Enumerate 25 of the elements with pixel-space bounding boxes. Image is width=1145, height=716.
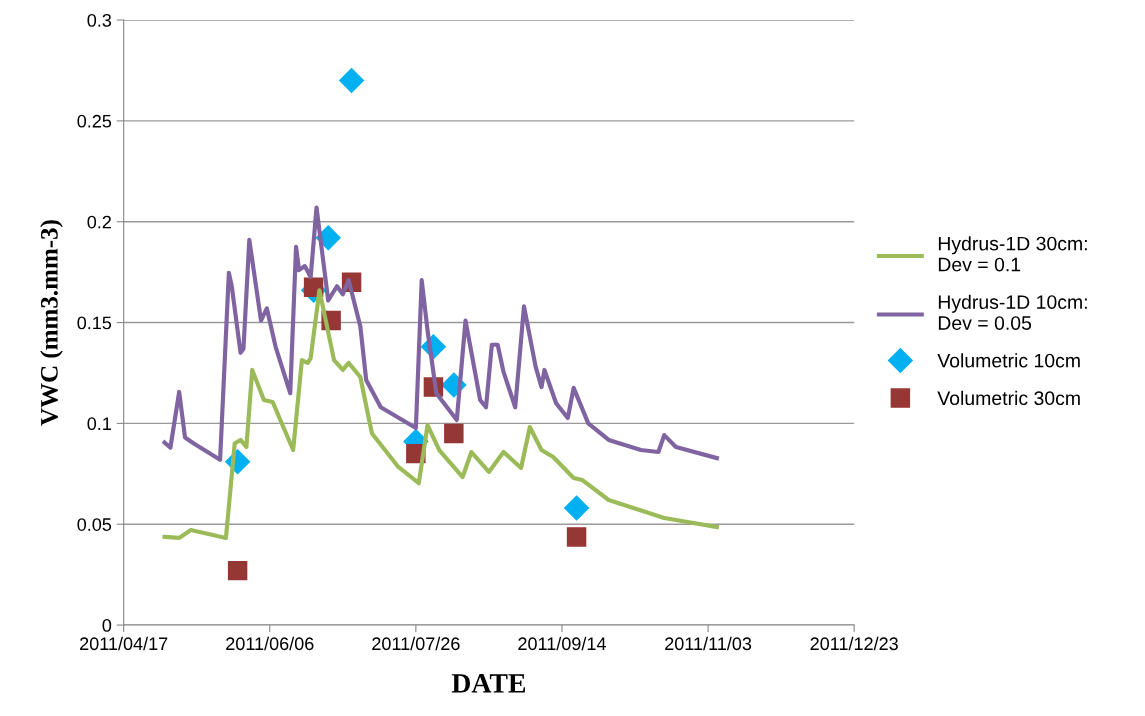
x-tick-label: 2011/04/17 [80,636,168,651]
x-tick-label: 2011/11/03 [665,636,752,651]
y-tick-label: 0.25 [77,114,112,128]
point [339,68,365,94]
y-tick-label: 0 [102,619,112,632]
point [564,495,590,521]
x-tick-label: 2011/09/14 [518,636,606,651]
legend-label: Volumetric 30cm [937,390,1080,406]
y-tick-label: 0.3 [87,13,112,27]
legend-label: Hydrus-1D 30cm: Dev = 0.1 [938,236,1087,272]
y-tick-label: 0.2 [87,215,111,229]
x-tick-label: 2011/06/06 [226,636,314,651]
x-axis-title: DATE [451,674,526,693]
x-tick-label: 2011/12/23 [810,636,898,651]
point [566,527,587,547]
point [444,423,464,444]
point [227,560,248,581]
legend-label: Volumetric 10cm [937,353,1080,368]
legend-label: Hydrus-1D 10cm: Dev = 0.05 [938,294,1087,330]
y-tick-label: 0.15 [77,316,112,330]
x-tick-label: 2011/07/26 [372,636,460,651]
y-axis-title: VWC (mm3.mm-3) [40,220,63,426]
line-series [162,205,719,462]
y-tick-label: 0.05 [77,518,112,531]
y-tick-label: 0.1 [87,417,111,431]
